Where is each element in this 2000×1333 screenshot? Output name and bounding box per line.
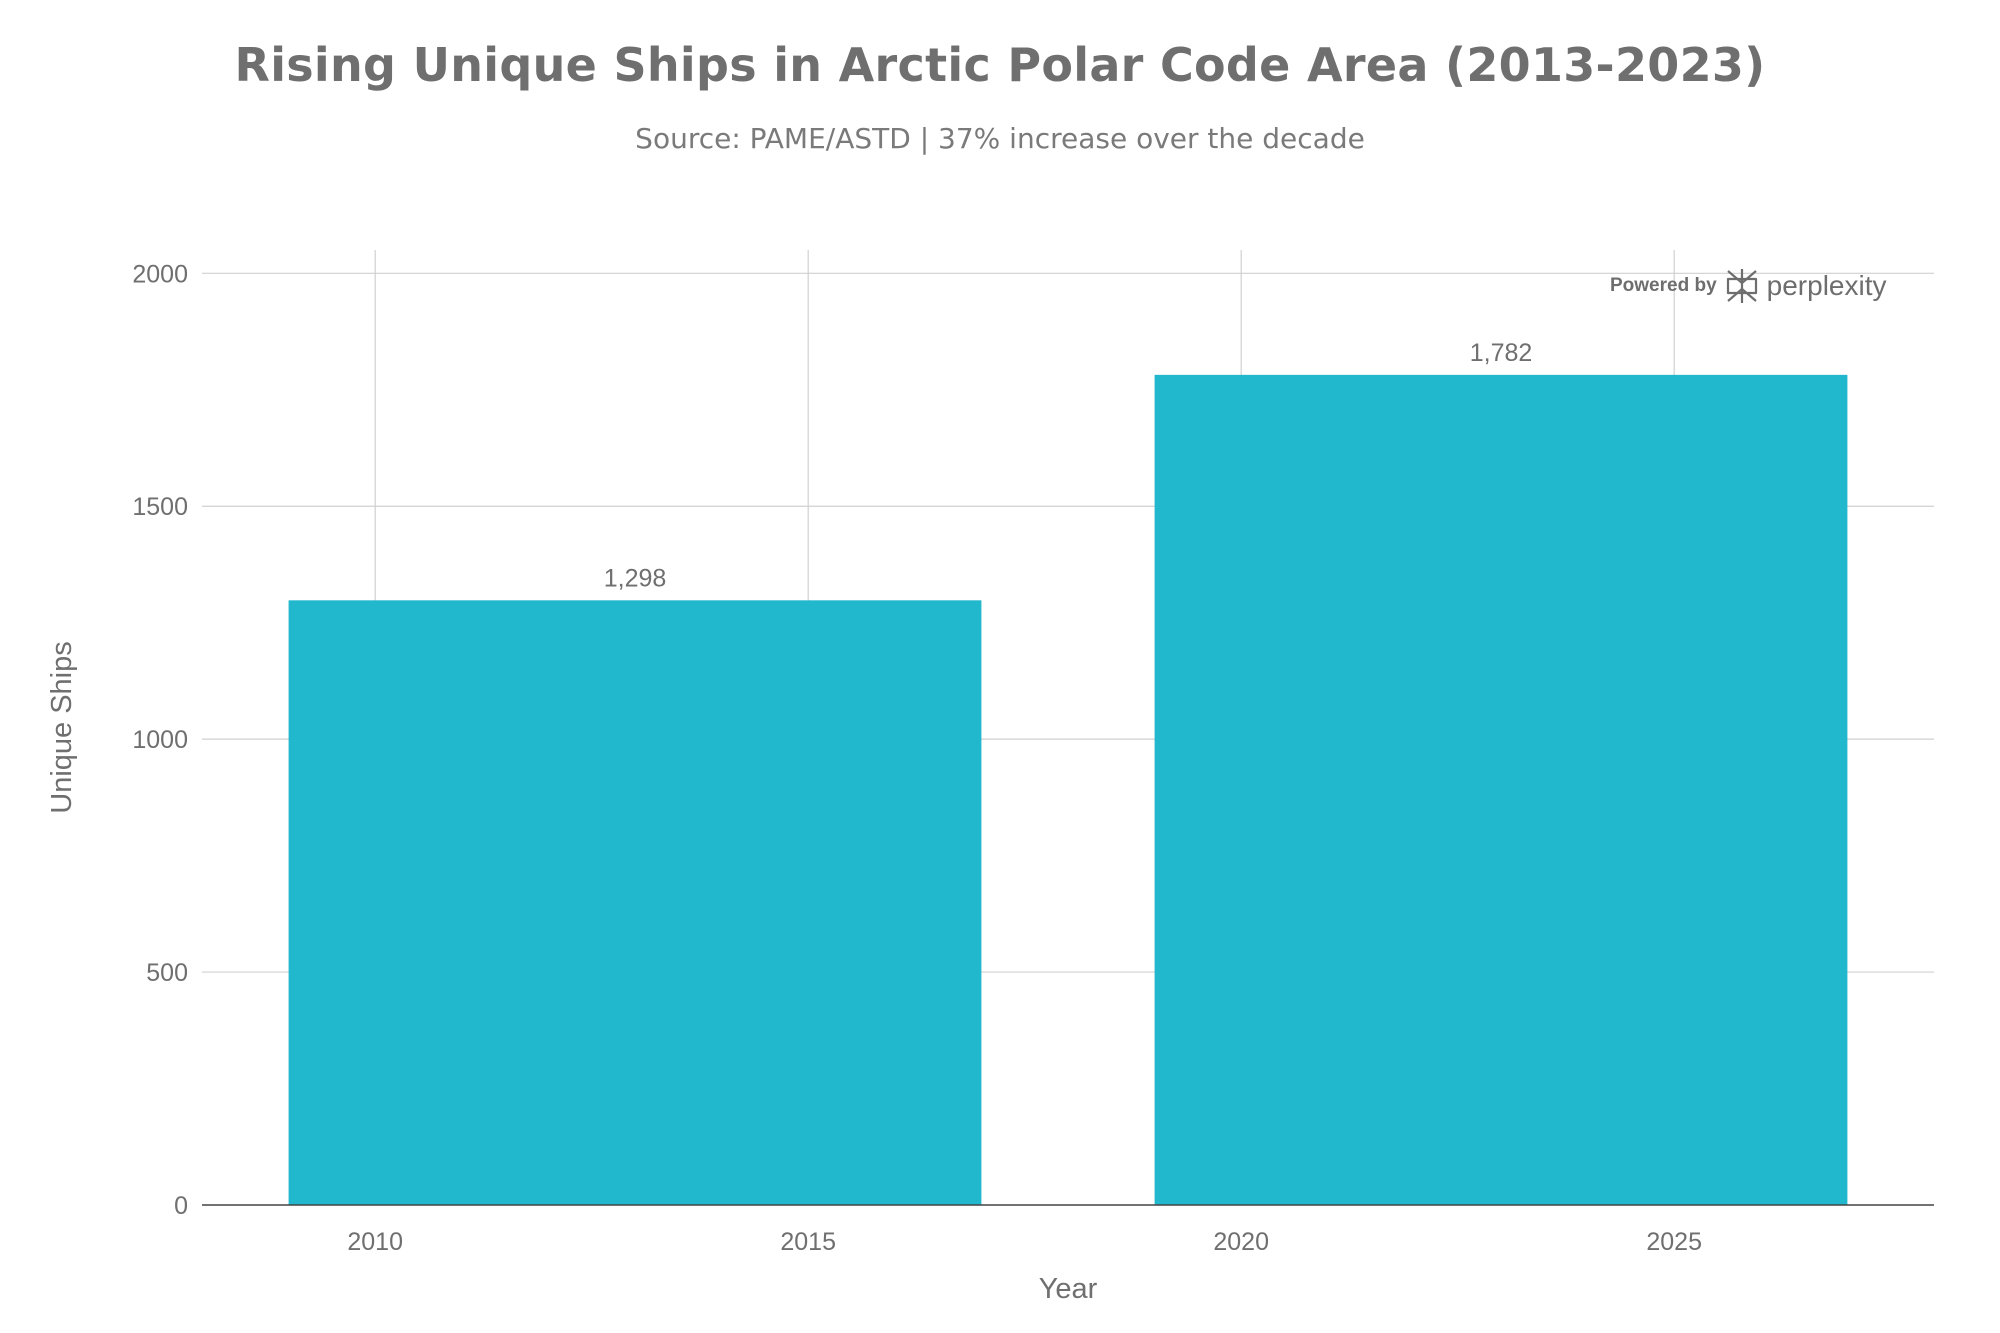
powered-by-watermark: Powered by perplexity <box>1610 266 1887 306</box>
x-tick-label: 2020 <box>1213 1228 1269 1256</box>
perplexity-brand-label: perplexity <box>1766 270 1887 301</box>
perplexity-logo-icon <box>1726 269 1757 303</box>
chart-title: Rising Unique Ships in Arctic Polar Code… <box>234 38 1766 92</box>
powered-by-label: Powered by <box>1610 275 1717 296</box>
chart-subtitle: Source: PAME/ASTD | 37% increase over th… <box>635 122 1365 155</box>
bar <box>288 600 982 1205</box>
x-tick-label: 2010 <box>347 1228 403 1256</box>
y-tick-label: 2000 <box>132 260 188 288</box>
bar-value-label: 1,298 <box>604 564 667 592</box>
bar <box>1154 374 1848 1206</box>
x-axis-title: Year <box>1039 1273 1098 1305</box>
y-axis-title: Unique Ships <box>46 641 78 814</box>
y-tick-label: 0 <box>174 1192 188 1220</box>
x-tick-label: 2015 <box>780 1228 836 1256</box>
y-tick-label: 500 <box>146 959 188 987</box>
labels: 1,298 1,782 2010 2015 2020 2025 0 500 1000 1500 20… <box>132 260 1702 1256</box>
bars <box>288 374 1848 1206</box>
bar-value-label: 1,782 <box>1470 339 1533 367</box>
x-tick-label: 2025 <box>1646 1228 1702 1256</box>
y-tick-label: 1000 <box>132 726 188 754</box>
y-tick-label: 1500 <box>132 493 188 521</box>
